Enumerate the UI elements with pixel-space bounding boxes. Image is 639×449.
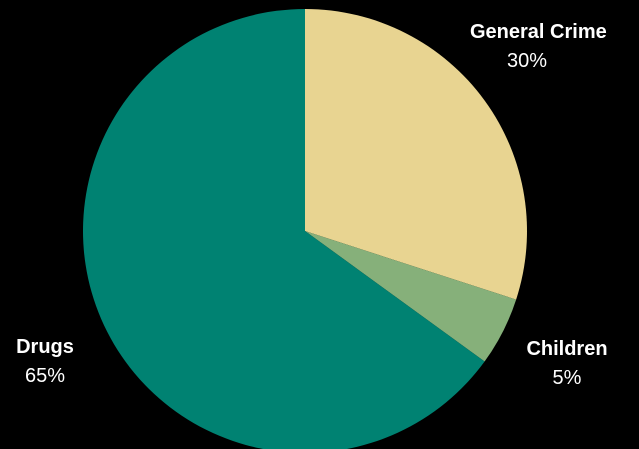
pie-slice-general-crime	[305, 9, 527, 300]
slice-label-general-crime: General Crime 30%	[470, 20, 639, 74]
slice-name-children: Children	[526, 338, 608, 360]
slice-percent-general-crime: 30%	[506, 50, 548, 72]
slice-name-general-crime: General Crime	[470, 21, 607, 43]
slice-label-children: Children 5%	[512, 337, 622, 391]
slice-percent-children: 5%	[552, 367, 582, 389]
slice-label-drugs: Drugs 65%	[0, 335, 90, 389]
pie-slice-children	[305, 231, 517, 362]
slice-name-drugs: Drugs	[16, 336, 74, 358]
slice-percent-drugs: 65%	[24, 365, 66, 387]
pie-slice-drugs	[83, 9, 485, 449]
